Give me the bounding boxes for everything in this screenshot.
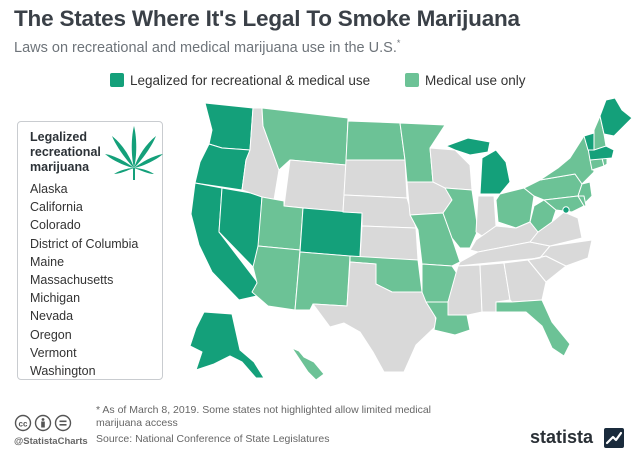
cannabis-leaf-icon — [105, 126, 163, 180]
state-north-carolina — [527, 239, 593, 267]
legend-swatch-recreational — [110, 73, 124, 87]
statista-logo: statista — [530, 427, 594, 447]
state-new-hampshire — [593, 115, 607, 151]
state-maryland — [543, 195, 585, 213]
state-washington — [204, 102, 254, 151]
state-oregon — [194, 143, 251, 191]
state-florida — [495, 299, 571, 357]
recreational-states-panel: Legalized recreational marijuana Alaska … — [17, 121, 163, 380]
state-texas — [312, 261, 437, 373]
state-new-mexico — [294, 251, 351, 311]
list-item: Vermont — [30, 345, 77, 360]
legend-swatch-medical — [405, 73, 419, 87]
state-michigan-lower — [479, 149, 511, 195]
source-note: Source: National Conference of State Leg… — [96, 433, 330, 445]
state-wisconsin — [429, 147, 473, 191]
state-north-dakota — [345, 120, 406, 161]
list-item: Washington — [30, 364, 96, 379]
page-subtitle: Laws on recreational and medical marijua… — [14, 38, 400, 56]
list-item: District of Columbia — [30, 236, 139, 251]
recreational-states-list: Alaska California Colorado District of C… — [30, 180, 138, 380]
state-wyoming — [283, 159, 347, 213]
state-illinois — [442, 187, 479, 249]
state-colorado — [299, 207, 363, 258]
list-item: Nevada — [30, 309, 74, 324]
svg-text:cc: cc — [19, 420, 28, 429]
page-title: The States Where It's Legal To Smoke Mar… — [14, 6, 520, 31]
list-item: Michigan — [30, 291, 81, 306]
district-of-columbia — [562, 206, 570, 214]
license-icons: cc — [14, 414, 72, 432]
statista-logo-icon — [604, 428, 624, 448]
equals-icon — [54, 414, 72, 432]
footnote: * As of March 8, 2019. Some states not h… — [96, 404, 432, 429]
social-handle: @StatistaCharts — [14, 436, 88, 447]
legend-label-medical: Medical use only — [425, 73, 526, 88]
state-hawaii — [291, 347, 325, 381]
list-item: Colorado — [30, 218, 81, 233]
state-delaware — [577, 195, 587, 207]
state-south-dakota — [343, 159, 408, 199]
legend-label-recreational: Legalized for recreational & medical use — [130, 73, 371, 88]
map-legend: Legalized for recreational & medical use… — [0, 73, 640, 91]
state-ohio — [495, 187, 535, 229]
us-map — [189, 97, 633, 381]
panel-title: Legalized recreational marijuana — [30, 130, 101, 174]
list-item: Maine — [30, 254, 65, 269]
state-alaska — [189, 311, 265, 379]
attribution-icon — [34, 414, 52, 432]
list-item: Alaska — [30, 182, 68, 196]
state-maine — [599, 97, 633, 137]
state-arizona — [251, 245, 301, 311]
cc-icon — [14, 414, 32, 432]
state-kansas — [359, 225, 419, 261]
state-michigan-upper — [445, 137, 491, 156]
list-item: Massachusetts — [30, 273, 114, 288]
subtitle-footnote-mark: * — [396, 38, 401, 48]
list-item: Oregon — [30, 327, 72, 342]
subtitle-text: Laws on recreational and medical marijua… — [14, 39, 397, 56]
list-item: California — [30, 200, 83, 215]
